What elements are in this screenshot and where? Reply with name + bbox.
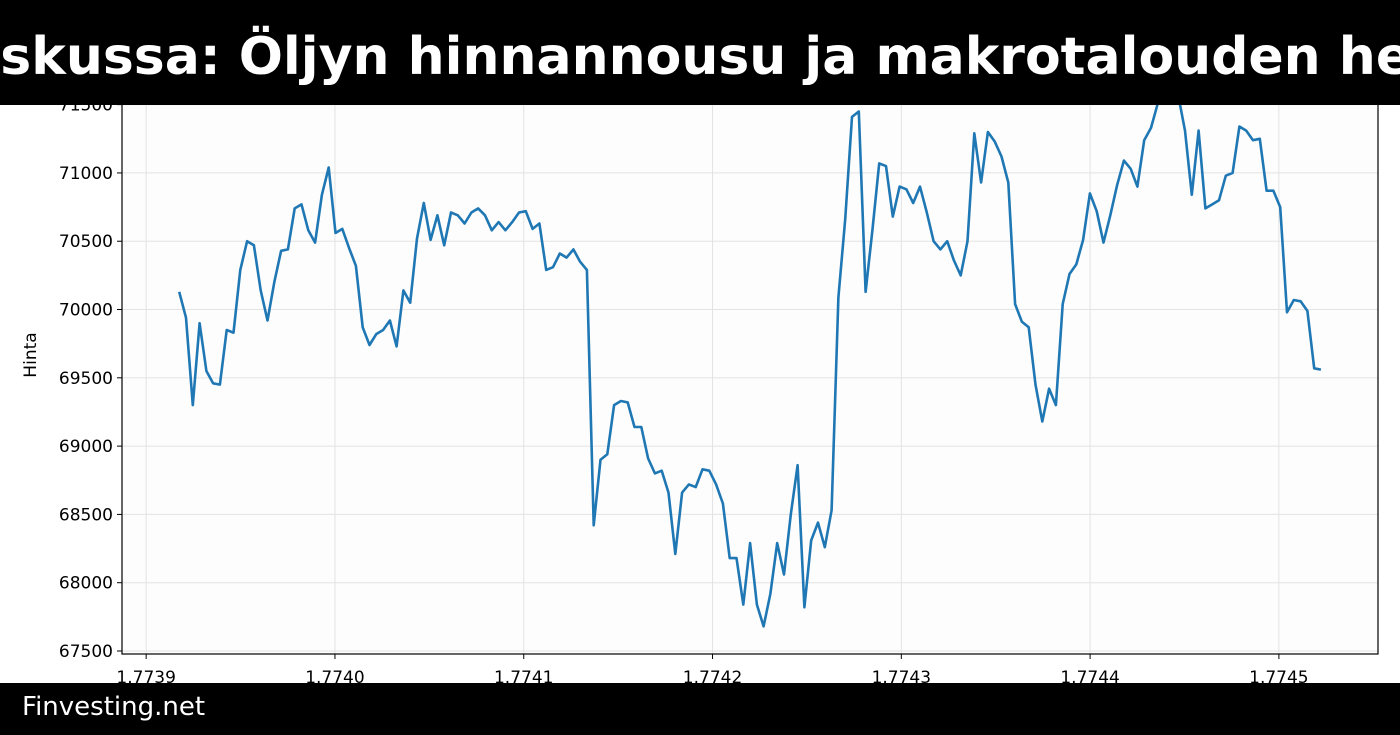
y-tick-label: 68500 bbox=[59, 505, 113, 525]
y-tick-label: 70000 bbox=[59, 301, 113, 321]
y-tick-label: 71000 bbox=[59, 164, 113, 184]
price-line bbox=[177, 73, 1322, 628]
y-tick-label: 68000 bbox=[59, 574, 113, 594]
y-axis-label: Hinta bbox=[21, 332, 41, 377]
grid bbox=[122, 47, 1378, 654]
y-axis: 67500 68000 68500 69000 69500 70000 70500 71000… bbox=[59, 96, 122, 662]
footer-bar: Finvesting.net bbox=[0, 683, 1400, 735]
brand-name: Finvesting.net bbox=[22, 692, 206, 722]
y-tick-label: 69000 bbox=[59, 437, 113, 457]
title-banner: nskussa: Öljyn hinnannousu ja makrotalou… bbox=[0, 0, 1400, 105]
headline: nskussa: Öljyn hinnannousu ja makrotalou… bbox=[0, 27, 1400, 87]
plot-background bbox=[122, 47, 1378, 654]
y-tick-label: 67500 bbox=[59, 642, 113, 662]
y-tick-label: 70500 bbox=[59, 232, 113, 252]
y-tick-label: 69500 bbox=[59, 369, 113, 389]
